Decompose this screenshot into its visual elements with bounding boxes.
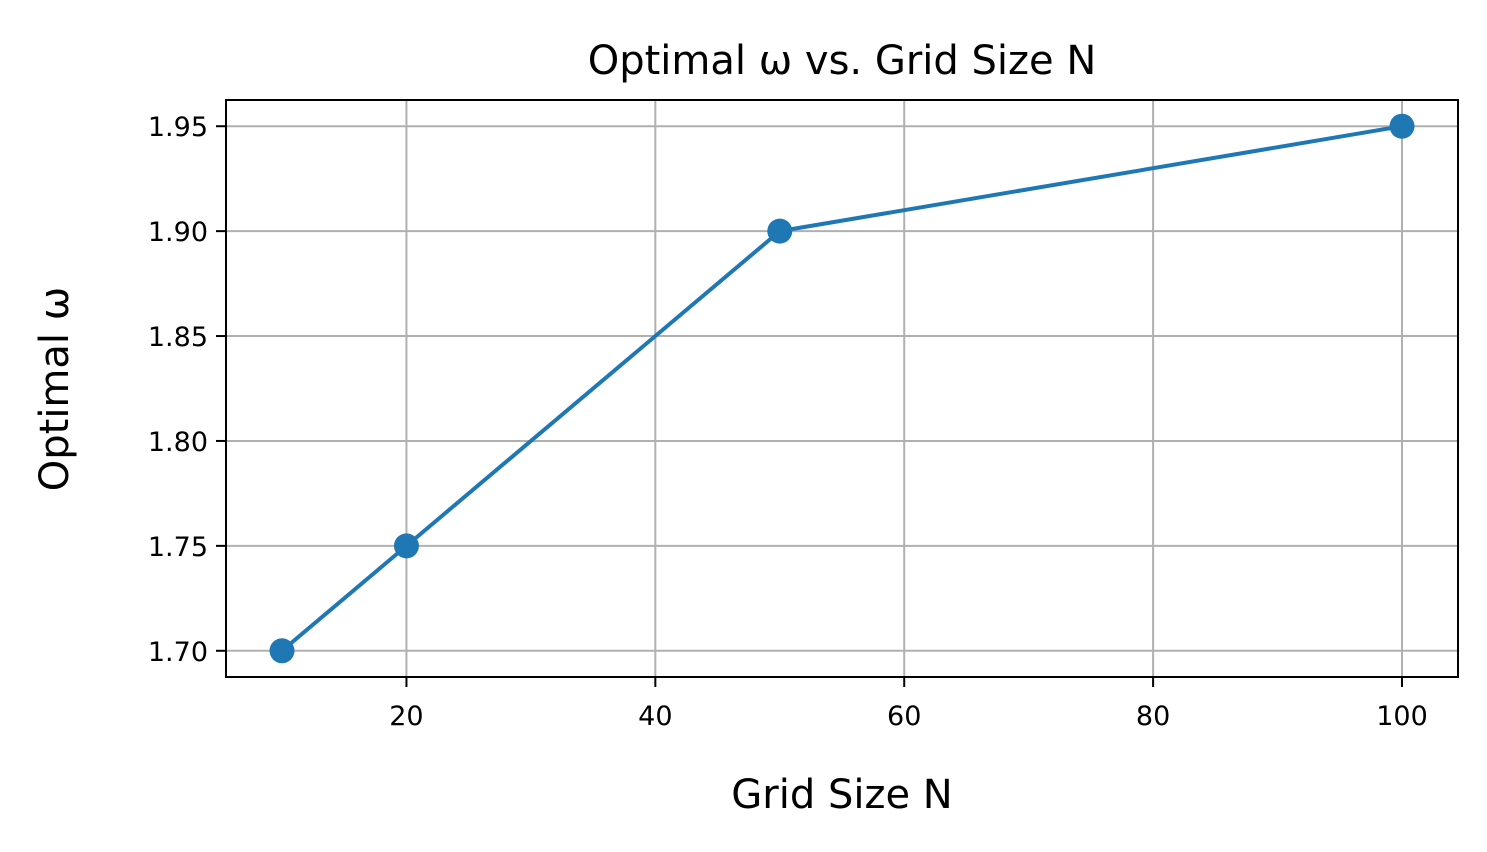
data-point xyxy=(1389,113,1415,139)
x-axis: 20 40 60 80 100 xyxy=(389,677,1428,732)
chart-title: Optimal ω vs. Grid Size N xyxy=(588,38,1097,84)
x-tick-label: 60 xyxy=(887,701,921,732)
data-point xyxy=(767,218,793,244)
plot-frame xyxy=(225,99,1459,678)
x-axis-label: Grid Size N xyxy=(731,772,952,818)
y-tick-label: 1.90 xyxy=(148,217,208,248)
x-tick-label: 40 xyxy=(638,701,672,732)
y-tick-label: 1.70 xyxy=(148,637,208,668)
data-point xyxy=(269,638,295,664)
y-axis-label: Optimal ω xyxy=(32,287,78,491)
grid xyxy=(226,100,1458,677)
series-group xyxy=(269,113,1415,664)
x-tick-label: 100 xyxy=(1376,701,1428,732)
data-point xyxy=(393,533,419,559)
y-tick-label: 1.85 xyxy=(148,322,208,353)
y-tick-label: 1.80 xyxy=(148,427,208,458)
y-tick-label: 1.75 xyxy=(148,532,208,563)
series-line xyxy=(280,124,1403,653)
x-tick-label: 20 xyxy=(389,701,423,732)
y-axis: 1.70 1.75 1.80 1.85 1.90 1.95 xyxy=(148,112,226,668)
y-tick-label: 1.95 xyxy=(148,112,208,143)
x-tick-label: 80 xyxy=(1136,701,1170,732)
